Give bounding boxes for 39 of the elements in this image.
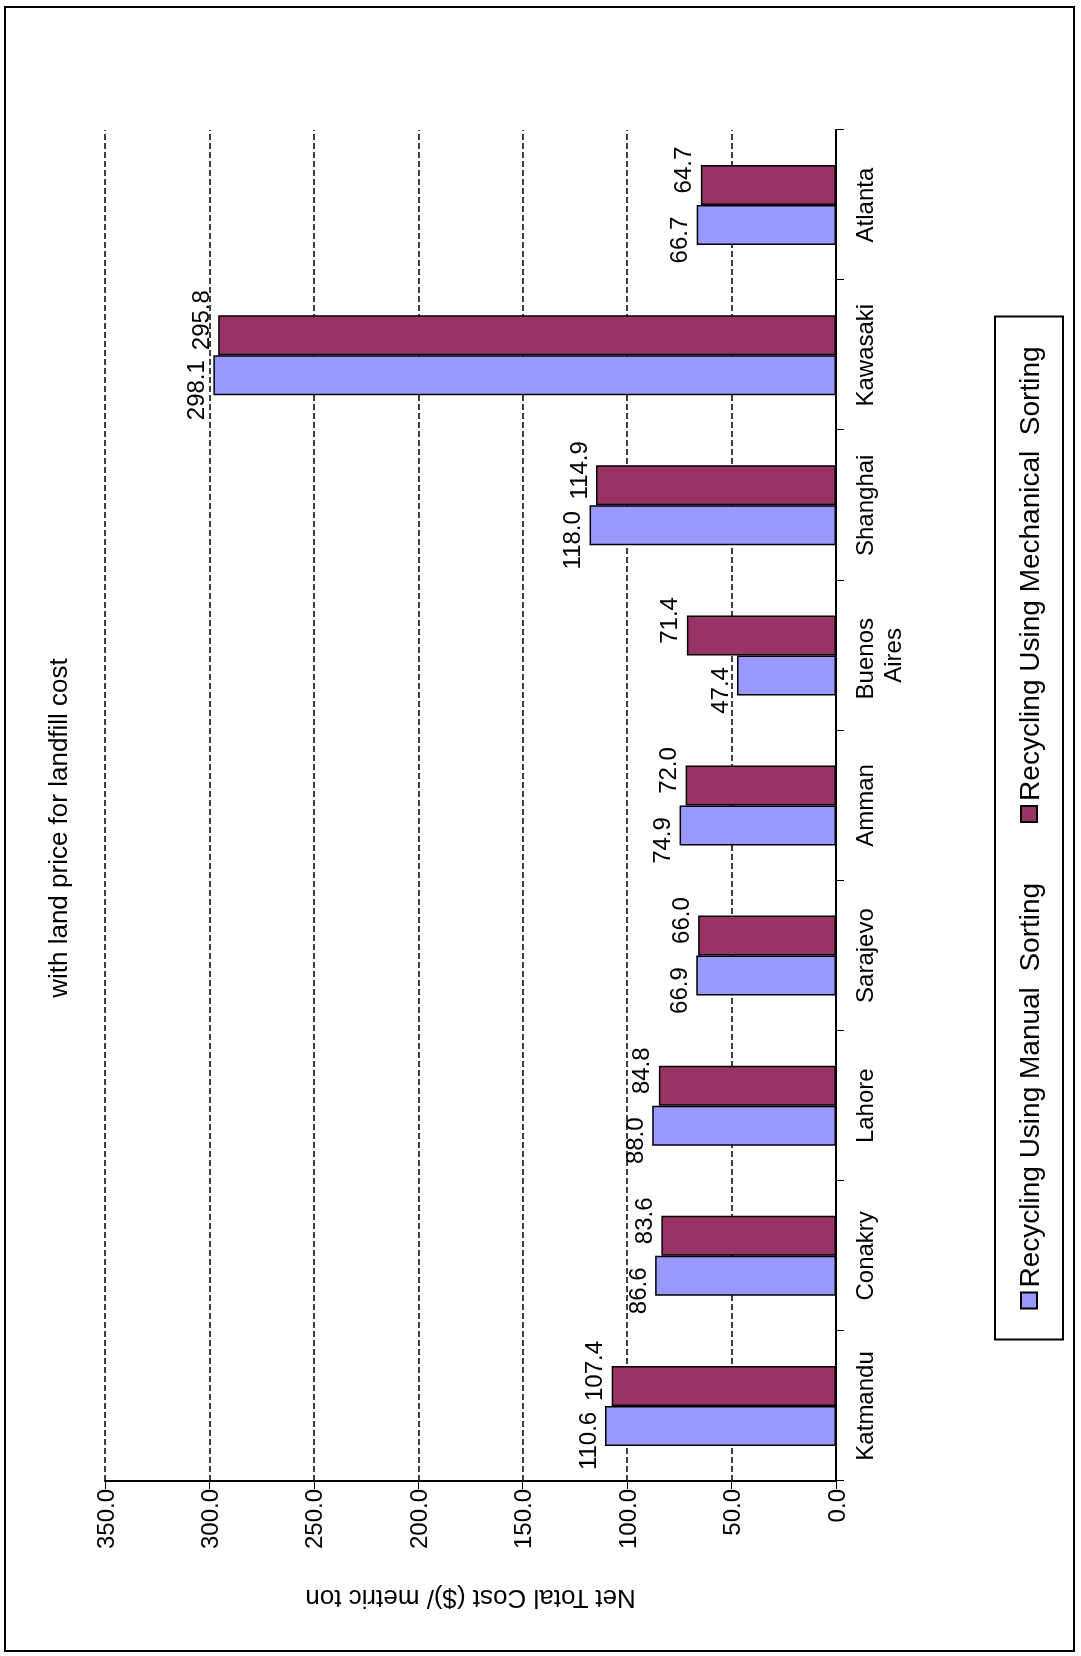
- y-tick-label: Conakry: [850, 1211, 878, 1301]
- text: Recycling Using Mechanical Sorting: [1013, 346, 1045, 801]
- data-label: 110.6: [573, 1411, 601, 1471]
- x-tick-label: 200.0: [404, 1489, 432, 1550]
- data-label: 47.4: [705, 667, 733, 714]
- data-label: 88.0: [620, 1117, 648, 1165]
- y-tick-label: Atlanta: [850, 167, 878, 243]
- data-label: 118.0: [558, 511, 586, 570]
- data-label: 64.7: [669, 146, 697, 194]
- y-tick-label: Shanghai: [850, 454, 878, 556]
- x-tick-label: 0.0: [822, 1489, 850, 1523]
- data-label: 298.1: [181, 360, 209, 421]
- y-tick-label: Katmandu: [850, 1351, 878, 1461]
- x-tick-label: 100.0: [613, 1489, 641, 1550]
- data-label: 72.0: [654, 747, 682, 794]
- data-label: 66.9: [664, 967, 692, 1014]
- y-tick-label: Kawasaki: [850, 303, 878, 407]
- text: Recycling Using Manual Sorting: [1013, 882, 1045, 1288]
- data-label: 66.0: [666, 897, 694, 944]
- y-tick-label: Buenos Aires: [850, 611, 906, 700]
- x-tick-label: 150.0: [509, 1489, 537, 1550]
- text: with land price for landfill cost: [43, 657, 73, 999]
- data-label: 84.8: [627, 1047, 655, 1095]
- y-tick-label: Sarajevo: [850, 908, 878, 1003]
- x-tick-label: 250.0: [300, 1489, 328, 1550]
- y-tick-label: Amman: [850, 764, 878, 847]
- y-tick-label: Lahore: [850, 1068, 878, 1144]
- data-label: 66.7: [665, 216, 693, 264]
- data-label: 71.4: [655, 597, 683, 644]
- x-axis-title: Net Total Cost ($)/ metric ton: [305, 1584, 636, 1614]
- data-label: 86.6: [623, 1267, 651, 1315]
- data-label: 295.8: [186, 290, 214, 351]
- data-label: 114.9: [564, 441, 592, 500]
- data-label: 107.4: [580, 1340, 608, 1401]
- x-tick-label: 50.0: [718, 1489, 746, 1536]
- data-label: 83.6: [629, 1197, 657, 1245]
- x-tick-label: 350.0: [91, 1489, 119, 1550]
- x-tick-label: 300.0: [195, 1489, 223, 1550]
- data-label: 74.9: [648, 817, 676, 864]
